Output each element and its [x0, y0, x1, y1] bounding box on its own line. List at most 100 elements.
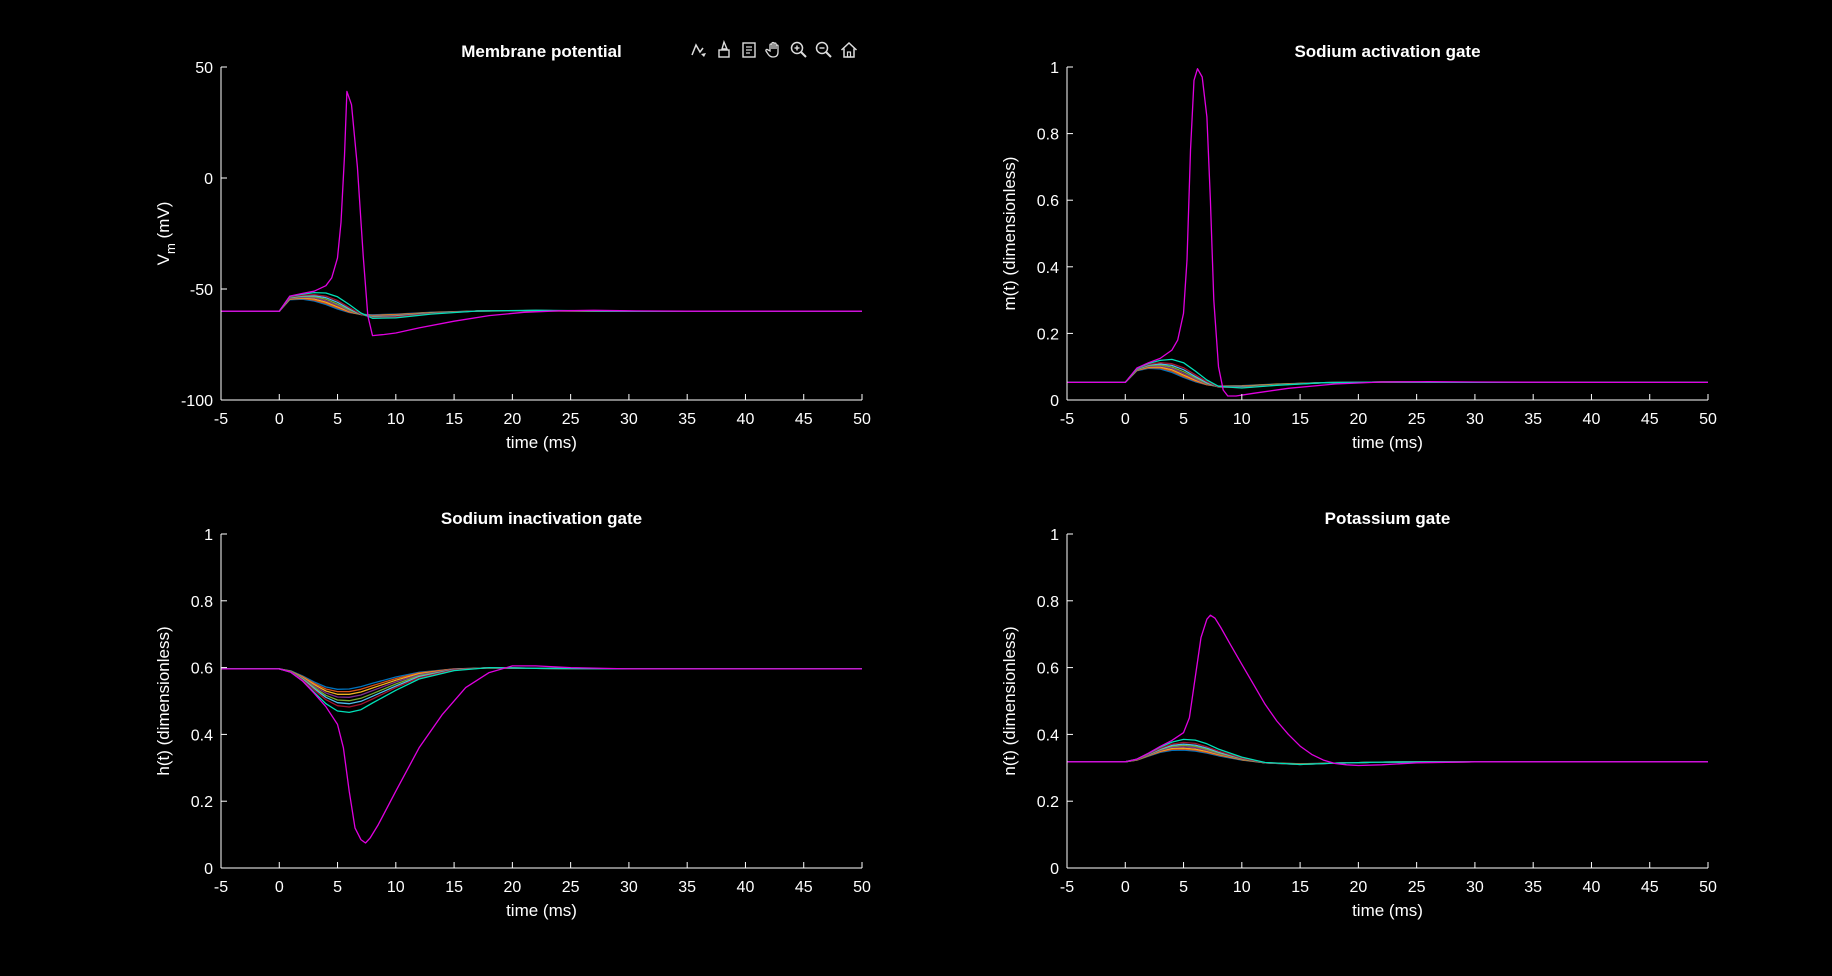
series-line-1[interactable] — [1067, 367, 1708, 387]
x-axis-label: time (ms) — [1352, 901, 1423, 920]
x-tick-label: 20 — [503, 411, 521, 428]
y-tick-label: 0 — [204, 171, 213, 188]
x-tick-label: 25 — [562, 411, 580, 428]
series-group — [221, 90, 862, 337]
x-tick-label: 35 — [678, 411, 696, 428]
x-tick-label: -5 — [214, 411, 228, 428]
y-tick-label: 0.2 — [1037, 326, 1059, 343]
data-tips-button[interactable] — [688, 38, 710, 62]
x-tick-label: 0 — [1121, 879, 1130, 896]
series-line-9[interactable] — [221, 90, 862, 337]
x-tick-label: 5 — [333, 411, 342, 428]
series-line-9[interactable] — [1067, 68, 1708, 397]
y-tick-label: 0.6 — [1037, 661, 1059, 678]
restore-view-icon — [840, 41, 858, 58]
x-tick-label: 30 — [1466, 879, 1484, 896]
x-tick-label: 20 — [503, 879, 521, 896]
restore-view-button[interactable] — [838, 38, 860, 62]
x-tick-label: 20 — [1349, 879, 1367, 896]
y-tick-label: 1 — [1050, 60, 1059, 77]
x-tick-label: 30 — [1466, 411, 1484, 428]
x-tick-label: 15 — [445, 879, 463, 896]
x-tick-label: 50 — [1699, 411, 1717, 428]
y-tick-label: 0.6 — [1037, 193, 1059, 210]
x-tick-label: 15 — [1291, 879, 1309, 896]
pan-button[interactable] — [763, 38, 785, 62]
x-tick-label: -5 — [214, 879, 228, 896]
axes-toolbar — [688, 38, 860, 62]
y-tick-label: -100 — [181, 393, 213, 410]
y-tick-label: 0.6 — [191, 661, 213, 678]
brush-data-icon — [718, 40, 730, 58]
x-tick-label: 25 — [1408, 879, 1426, 896]
y-axis-label: n(t) (dimensionless) — [1000, 626, 1019, 775]
x-tick-label: 5 — [1179, 411, 1188, 428]
data-tips-icon — [691, 43, 706, 57]
series-line-9[interactable] — [221, 665, 862, 844]
x-tick-label: 10 — [387, 411, 405, 428]
export-button[interactable] — [738, 38, 760, 62]
x-tick-label: 5 — [1179, 879, 1188, 896]
chart-panel-1[interactable]: -5 0 5 10 15 20 25 30 35 40 45 50-100-50050Membrane… — [154, 42, 871, 452]
x-tick-label: 50 — [1699, 879, 1717, 896]
x-tick-label: 50 — [853, 879, 871, 896]
chart-title: Sodium activation gate — [1294, 42, 1480, 61]
x-tick-label: 20 — [1349, 411, 1367, 428]
chart-panel-2[interactable]: -5 0 5 10 15 20 25 30 35 40 45 5000.20.40.60.81Sodi… — [1000, 42, 1717, 452]
chart-panel-3[interactable]: -5 0 5 10 15 20 25 30 35 40 45 5000.20.40.60.81Sodi… — [154, 509, 871, 920]
y-tick-label: 1 — [1050, 527, 1059, 544]
x-tick-label: 40 — [737, 879, 755, 896]
y-tick-label: 0.2 — [1037, 794, 1059, 811]
x-tick-label: 45 — [795, 879, 813, 896]
y-tick-label: 0 — [1050, 393, 1059, 410]
zoom-in-button[interactable] — [788, 38, 810, 62]
x-tick-label: 25 — [562, 879, 580, 896]
y-tick-label: 50 — [195, 60, 213, 77]
x-tick-label: 45 — [1641, 411, 1659, 428]
x-tick-label: 25 — [1408, 411, 1426, 428]
x-tick-label: 30 — [620, 879, 638, 896]
x-tick-label: -5 — [1060, 411, 1074, 428]
zoom-in-icon — [790, 41, 807, 58]
series-line-2[interactable] — [221, 297, 862, 317]
x-tick-label: 35 — [1524, 879, 1542, 896]
chart-title: Sodium inactivation gate — [441, 509, 642, 528]
x-axis-label: time (ms) — [506, 433, 577, 452]
series-group — [1067, 68, 1708, 397]
x-tick-label: 15 — [445, 411, 463, 428]
x-tick-label: 5 — [333, 879, 342, 896]
chart-panel-4[interactable]: -5 0 5 10 15 20 25 30 35 40 45 5000.20.40.60.81Pota… — [1000, 509, 1717, 920]
x-tick-label: 40 — [1583, 879, 1601, 896]
y-axis-label: m(t) (dimensionless) — [1000, 157, 1019, 311]
chart-title: Membrane potential — [461, 42, 622, 61]
x-tick-label: 10 — [387, 879, 405, 896]
x-tick-label: 35 — [1524, 411, 1542, 428]
y-tick-label: 0.8 — [1037, 127, 1059, 144]
x-tick-label: 35 — [678, 879, 696, 896]
x-tick-label: 40 — [737, 411, 755, 428]
x-tick-label: 15 — [1291, 411, 1309, 428]
x-tick-label: 45 — [1641, 879, 1659, 896]
x-tick-label: 45 — [795, 411, 813, 428]
x-tick-label: 40 — [1583, 411, 1601, 428]
series-line-9[interactable] — [1067, 614, 1708, 767]
y-tick-label: 0.4 — [1037, 727, 1059, 744]
x-tick-label: 10 — [1233, 879, 1251, 896]
zoom-out-button[interactable] — [813, 38, 835, 62]
x-tick-label: 0 — [275, 879, 284, 896]
y-tick-label: 0.2 — [191, 794, 213, 811]
brush-data-button[interactable] — [713, 38, 735, 62]
x-tick-label: -5 — [1060, 879, 1074, 896]
series-line-8[interactable] — [1067, 358, 1708, 389]
y-tick-label: 0 — [1050, 861, 1059, 878]
chart-title: Potassium gate — [1325, 509, 1451, 528]
series-group — [221, 665, 862, 844]
y-tick-label: 0.4 — [1037, 260, 1059, 277]
y-tick-label: -50 — [190, 282, 213, 299]
y-tick-label: 0.8 — [1037, 594, 1059, 611]
pan-icon — [765, 41, 779, 58]
zoom-out-icon — [815, 41, 832, 58]
x-axis-label: time (ms) — [506, 901, 577, 920]
x-tick-label: 0 — [1121, 411, 1130, 428]
